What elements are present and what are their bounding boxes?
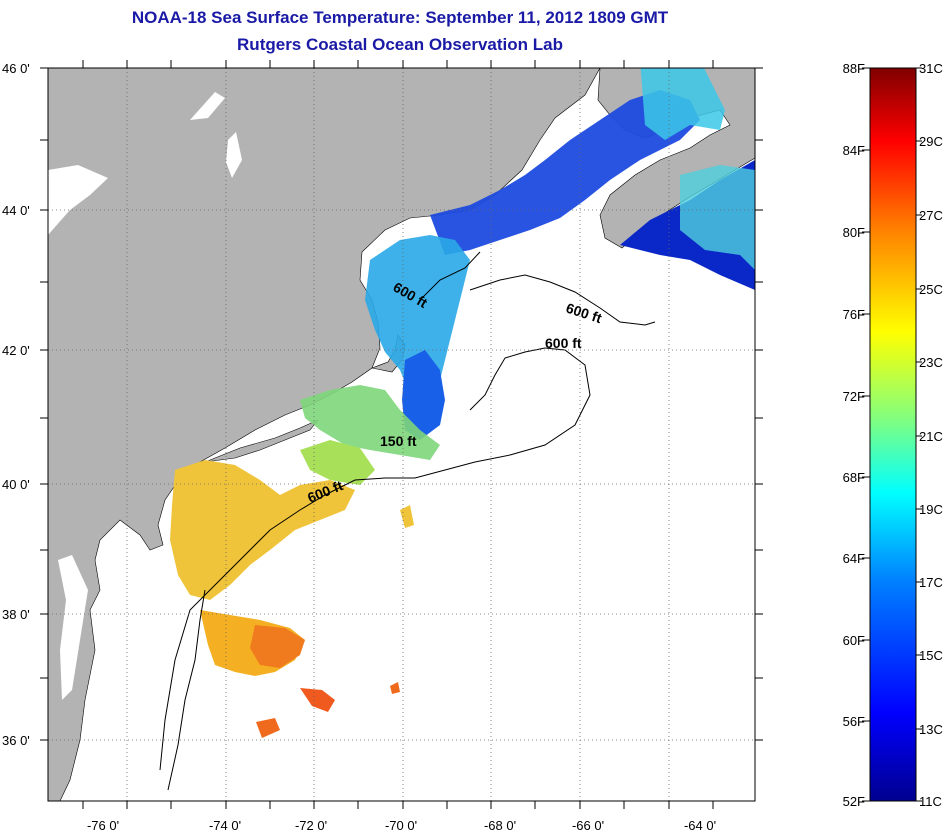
lon-label: -72 0'	[295, 818, 327, 833]
map-subtitle: Rutgers Coastal Ocean Observation Lab	[237, 35, 563, 54]
contour-line	[469, 347, 546, 411]
sst-patch-warm	[170, 460, 355, 600]
lon-label: -74 0'	[209, 818, 241, 833]
colorbar-label-f: 72F	[843, 389, 865, 404]
colorbar-label-c: 31C	[919, 61, 943, 76]
sst-patch-blue	[402, 350, 445, 440]
colorbar-label-c: 25C	[919, 282, 943, 297]
colorbar-label-c: 15C	[919, 648, 943, 663]
lon-label: -64 0'	[684, 818, 716, 833]
sst-patch-green	[300, 385, 440, 460]
colorbar-label-f: 76F	[843, 307, 865, 322]
colorbar-label-c: 11C	[919, 794, 942, 809]
contour-label: 600 ft	[545, 335, 582, 351]
longitude-labels: -76 0' -74 0' -72 0' -70 0' -68 0' -66 0…	[87, 818, 716, 833]
contour-line	[159, 347, 591, 771]
colorbar-label-c: 13C	[919, 722, 943, 737]
lon-label: -70 0'	[385, 818, 417, 833]
lake	[48, 165, 108, 235]
colorbar-label-c: 21C	[919, 429, 943, 444]
colorbar-label-f: 84F	[843, 143, 865, 158]
colorbar-label-f: 64F	[843, 551, 865, 566]
colorbar-celsius-labels: 31C 29C 27C 25C 23C 21C 19C 17C 15C 13C …	[919, 61, 943, 809]
colorbar-label-f: 80F	[843, 225, 865, 240]
lat-label: 36 0'	[2, 733, 30, 748]
contour-line	[167, 589, 206, 791]
lat-label: 42 0'	[2, 343, 30, 358]
colorbar-fahrenheit-labels: 88F 84F 80F 76F 72F 68F 64F 60F 56F 52F	[843, 61, 865, 809]
latitude-labels: 46 0' 44 0' 42 0' 40 0' 38 0' 36 0'	[2, 61, 30, 748]
lat-label: 46 0'	[2, 61, 30, 76]
colorbar-label-f: 52F	[843, 794, 865, 809]
lake	[190, 92, 225, 120]
lat-label: 40 0'	[2, 477, 30, 492]
colorbar-label-c: 27C	[919, 208, 943, 223]
lake	[226, 132, 242, 178]
sst-patch-warm	[400, 505, 414, 528]
sst-patch-green	[300, 440, 375, 485]
sst-patch-cyan	[680, 165, 755, 270]
map-title: NOAA-18 Sea Surface Temperature: Septemb…	[131, 8, 669, 27]
colorbar-label-f: 60F	[843, 633, 865, 648]
colorbar-ticks	[862, 67, 922, 802]
sst-patch-hot	[256, 718, 280, 738]
colorbar-label-c: 29C	[919, 134, 943, 149]
sst-patch-cold	[430, 90, 700, 255]
colorbar	[869, 67, 917, 802]
sst-patch-cyan	[640, 68, 725, 140]
sst-patch-hot	[390, 682, 400, 694]
contour-line	[469, 274, 656, 326]
contour-label: 150 ft	[380, 433, 417, 449]
colorbar-label-c: 19C	[919, 502, 943, 517]
lake-chesapeake	[58, 555, 88, 700]
lon-label: -66 0'	[572, 818, 604, 833]
bathymetry-contours	[159, 251, 656, 791]
colorbar-label-c: 17C	[919, 575, 943, 590]
sst-patch-cyan	[365, 235, 470, 435]
lon-label: -76 0'	[87, 818, 119, 833]
colorbar-label-f: 68F	[843, 470, 865, 485]
map-area	[48, 68, 755, 801]
lat-label: 38 0'	[2, 607, 30, 622]
contour-line	[419, 251, 481, 301]
sst-patch-hot	[300, 688, 335, 712]
tick-marks	[40, 60, 763, 809]
colorbar-label-c: 23C	[919, 355, 943, 370]
lon-label: -68 0'	[484, 818, 516, 833]
colorbar-label-f: 56F	[843, 714, 865, 729]
colorbar-label-f: 88F	[843, 61, 865, 76]
sst-patch-warm	[250, 625, 305, 668]
map-frame	[47, 67, 756, 802]
lat-label: 44 0'	[2, 203, 30, 218]
